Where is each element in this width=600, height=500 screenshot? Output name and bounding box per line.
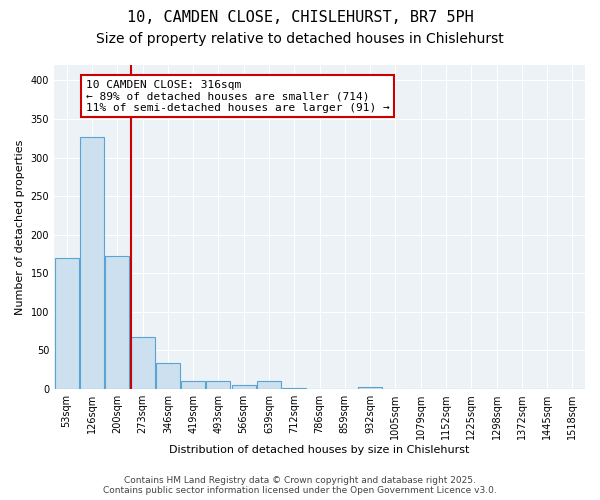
Bar <box>206 381 230 389</box>
Bar <box>181 381 205 389</box>
Bar <box>105 256 129 389</box>
Text: 10, CAMDEN CLOSE, CHISLEHURST, BR7 5PH: 10, CAMDEN CLOSE, CHISLEHURST, BR7 5PH <box>127 10 473 25</box>
Bar <box>232 385 256 389</box>
Bar <box>257 381 281 389</box>
Bar <box>358 386 382 389</box>
Text: 10 CAMDEN CLOSE: 316sqm
← 89% of detached houses are smaller (714)
11% of semi-d: 10 CAMDEN CLOSE: 316sqm ← 89% of detache… <box>86 80 389 113</box>
Bar <box>55 258 79 389</box>
Bar <box>156 362 180 389</box>
Text: Contains HM Land Registry data © Crown copyright and database right 2025.
Contai: Contains HM Land Registry data © Crown c… <box>103 476 497 495</box>
Y-axis label: Number of detached properties: Number of detached properties <box>15 140 25 314</box>
Text: Size of property relative to detached houses in Chislehurst: Size of property relative to detached ho… <box>96 32 504 46</box>
Bar <box>131 336 155 389</box>
X-axis label: Distribution of detached houses by size in Chislehurst: Distribution of detached houses by size … <box>169 445 470 455</box>
Bar <box>282 388 306 389</box>
Bar <box>80 136 104 389</box>
